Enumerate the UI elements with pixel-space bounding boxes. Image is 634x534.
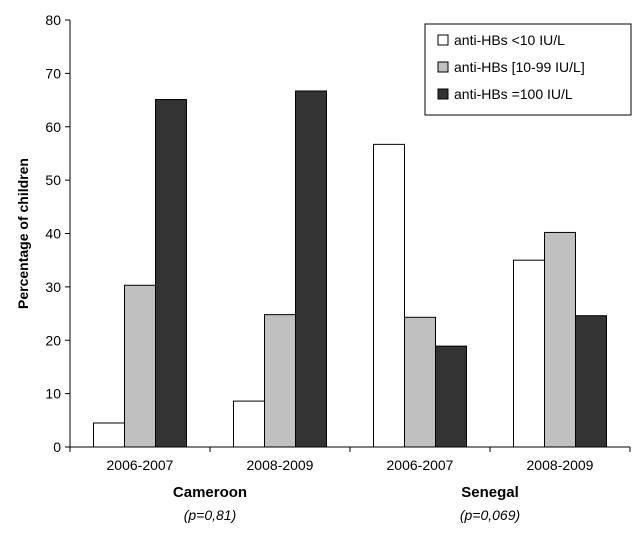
x-tick-label: 2008-2009 [247, 457, 314, 473]
x-axis-categories: 2006-2007 2008-2009 2006-2007 2008-2009 [107, 457, 594, 473]
bar [435, 345, 467, 448]
group-p-value: (p=0,81) [184, 507, 237, 523]
bar [93, 422, 125, 448]
group-label: Senegal [461, 484, 519, 501]
bar [544, 231, 576, 448]
y-tick-label: 60 [45, 119, 61, 135]
group-labels: Cameroon (p=0,81) Senegal (p=0,069) [173, 484, 520, 523]
bar [124, 284, 156, 448]
group-p-value: (p=0,069) [460, 507, 520, 523]
y-tick-label: 40 [45, 226, 61, 242]
axes [65, 20, 631, 452]
y-tick-label: 10 [45, 386, 61, 402]
y-tick-label: 50 [45, 172, 61, 188]
y-axis-title-group: Percentage of children [15, 158, 31, 309]
y-axis-title: Percentage of children [15, 158, 31, 309]
bar [575, 315, 607, 448]
bar [373, 143, 405, 448]
bar [513, 259, 545, 448]
legend: anti-HBs <10 IU/L anti-HBs [10-99 IU/L] an… [424, 23, 632, 116]
y-tick-label: 30 [45, 279, 61, 295]
x-tick-label: 2008-2009 [527, 457, 594, 473]
y-tick-label: 80 [45, 12, 61, 28]
y-tick-label: 70 [45, 65, 61, 81]
legend-label: anti-HBs [10-99 IU/L] [454, 59, 585, 75]
bar [233, 400, 265, 448]
y-tick-label: 0 [53, 439, 61, 455]
bar [155, 99, 187, 448]
bars [93, 90, 607, 448]
x-tick-label: 2006-2007 [387, 457, 454, 473]
y-axis-ticks: 0 10 20 30 40 50 60 70 80 [45, 12, 70, 455]
legend-swatch [437, 61, 449, 73]
bar [404, 316, 436, 448]
group-label: Cameroon [173, 484, 247, 501]
legend-label: anti-HBs <10 IU/L [454, 32, 565, 48]
y-tick-label: 20 [45, 332, 61, 348]
bar [264, 314, 296, 448]
legend-box [424, 23, 632, 116]
x-tick-label: 2006-2007 [107, 457, 174, 473]
bar [295, 90, 327, 448]
legend-swatch [437, 88, 449, 100]
legend-swatch [437, 34, 449, 46]
legend-label: anti-HBs =100 IU/L [454, 86, 573, 102]
